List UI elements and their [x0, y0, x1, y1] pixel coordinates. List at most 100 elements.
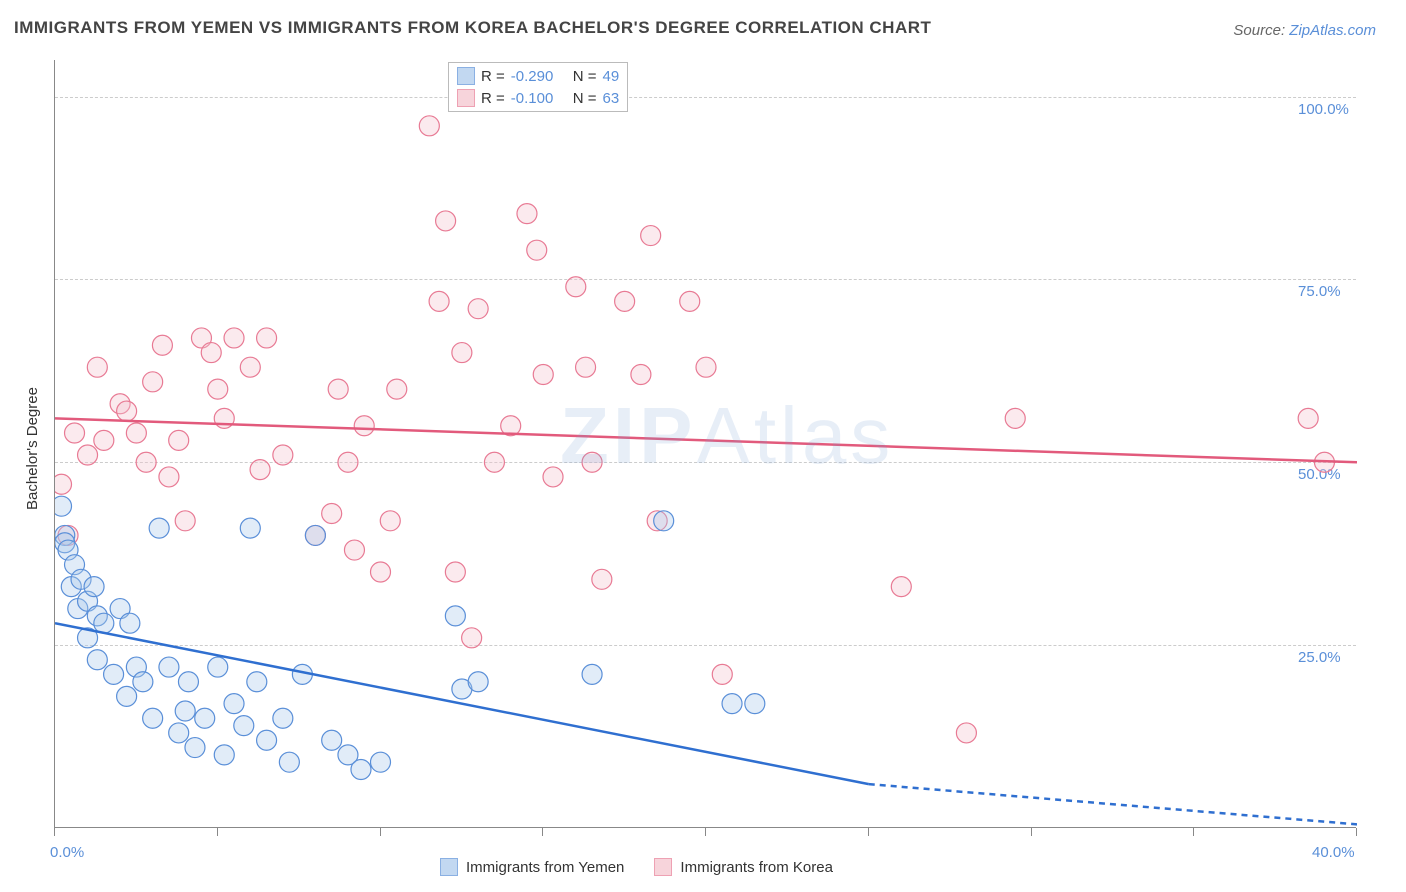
data-point	[517, 204, 537, 224]
data-point	[429, 291, 449, 311]
n-value-yemen: 49	[603, 68, 620, 85]
data-point	[136, 452, 156, 472]
x-tick	[1356, 828, 1357, 836]
data-point	[224, 694, 244, 714]
data-point	[891, 577, 911, 597]
data-point	[65, 423, 85, 443]
source-attribution: Source: ZipAtlas.com	[1233, 22, 1376, 39]
data-point	[169, 430, 189, 450]
trend-line	[55, 418, 1357, 462]
data-point	[351, 759, 371, 779]
n-value-korea: 63	[603, 90, 620, 107]
data-point	[371, 752, 391, 772]
data-point	[371, 562, 391, 582]
n-label: N =	[573, 68, 597, 85]
legend-row-yemen: R = -0.290 N = 49	[457, 65, 619, 87]
data-point	[214, 745, 234, 765]
data-point	[1005, 408, 1025, 428]
series-legend: Immigrants from Yemen Immigrants from Ko…	[440, 858, 833, 876]
data-point	[247, 672, 267, 692]
data-point	[273, 708, 293, 728]
data-point	[224, 328, 244, 348]
data-point	[152, 335, 172, 355]
legend-row-korea: R = -0.100 N = 63	[457, 87, 619, 109]
data-point	[143, 708, 163, 728]
data-point	[117, 401, 137, 421]
data-point	[380, 511, 400, 531]
data-point	[55, 474, 72, 494]
swatch-korea	[457, 89, 475, 107]
data-point	[344, 540, 364, 560]
r-label: R =	[481, 90, 505, 107]
data-point	[126, 423, 146, 443]
data-point	[468, 299, 488, 319]
legend-label-yemen: Immigrants from Yemen	[466, 859, 624, 876]
data-point	[175, 701, 195, 721]
swatch-korea-bottom	[654, 858, 672, 876]
data-point	[133, 672, 153, 692]
data-point	[94, 430, 114, 450]
data-point	[120, 613, 140, 633]
data-point	[527, 240, 547, 260]
data-point	[195, 708, 215, 728]
data-point	[615, 291, 635, 311]
data-point	[322, 503, 342, 523]
data-point	[279, 752, 299, 772]
data-point	[159, 657, 179, 677]
data-point	[354, 416, 374, 436]
x-tick	[1031, 828, 1032, 836]
data-point	[452, 343, 472, 363]
data-point	[250, 460, 270, 480]
data-point	[240, 357, 260, 377]
data-point	[208, 657, 228, 677]
x-tick-label-min: 0.0%	[50, 844, 84, 861]
data-point	[240, 518, 260, 538]
data-point	[178, 672, 198, 692]
correlation-legend: R = -0.290 N = 49 R = -0.100 N = 63	[448, 62, 628, 112]
scatter-svg	[55, 60, 1357, 828]
data-point	[582, 664, 602, 684]
plot-area	[54, 60, 1356, 828]
data-point	[419, 116, 439, 136]
chart-title: IMMIGRANTS FROM YEMEN VS IMMIGRANTS FROM…	[14, 18, 931, 38]
x-tick	[1193, 828, 1194, 836]
x-tick	[54, 828, 55, 836]
x-tick	[705, 828, 706, 836]
data-point	[722, 694, 742, 714]
data-point	[305, 525, 325, 545]
data-point	[143, 372, 163, 392]
x-tick	[542, 828, 543, 836]
data-point	[322, 730, 342, 750]
data-point	[87, 650, 107, 670]
data-point	[956, 723, 976, 743]
data-point	[273, 445, 293, 465]
r-label: R =	[481, 68, 505, 85]
x-tick-label-max: 40.0%	[1312, 844, 1355, 861]
data-point	[175, 511, 195, 531]
data-point	[104, 664, 124, 684]
legend-label-korea: Immigrants from Korea	[680, 859, 833, 876]
data-point	[1298, 408, 1318, 428]
data-point	[185, 738, 205, 758]
data-point	[631, 365, 651, 385]
data-point	[484, 452, 504, 472]
source-link[interactable]: ZipAtlas.com	[1289, 22, 1376, 39]
data-point	[566, 277, 586, 297]
data-point	[387, 379, 407, 399]
x-tick	[380, 828, 381, 836]
data-point	[234, 716, 254, 736]
data-point	[641, 226, 661, 246]
data-point	[696, 357, 716, 377]
data-point	[201, 343, 221, 363]
data-point	[87, 357, 107, 377]
data-point	[533, 365, 553, 385]
n-label: N =	[573, 90, 597, 107]
x-tick	[217, 828, 218, 836]
data-point	[680, 291, 700, 311]
data-point	[328, 379, 348, 399]
data-point	[445, 562, 465, 582]
data-point	[436, 211, 456, 231]
source-label: Source:	[1233, 22, 1285, 39]
data-point	[257, 730, 277, 750]
data-point	[468, 672, 488, 692]
